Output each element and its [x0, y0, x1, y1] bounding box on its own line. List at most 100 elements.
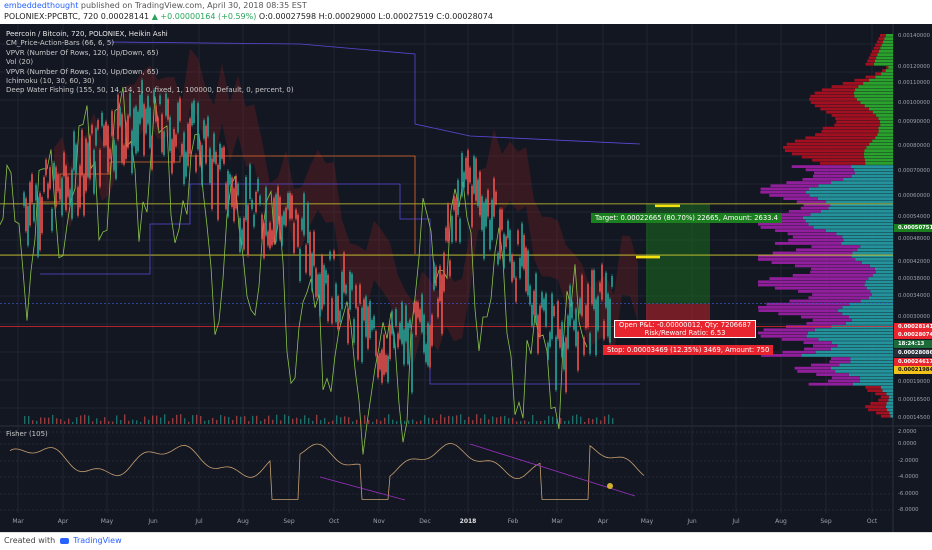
volume-profile-bar-down — [808, 296, 869, 300]
volume-profile-bar-up — [808, 222, 893, 226]
price-candle — [329, 251, 331, 260]
legend-indicator[interactable]: Ichimoku (10, 30, 60, 30) — [6, 77, 95, 86]
volume-profile-bar-down — [791, 165, 852, 168]
legend-indicator[interactable]: Vol (20) — [6, 58, 34, 67]
volume-bar — [460, 414, 462, 424]
price-axis-label: 0.00120000 — [898, 64, 931, 70]
volume-bar — [60, 419, 62, 424]
price-candle — [313, 231, 315, 266]
volume-bar — [260, 420, 262, 424]
price-candle — [295, 209, 297, 219]
price-candle — [349, 271, 351, 310]
legend-title: Peercoin / Bitcoin, 720, POLONIEX, Heiki… — [6, 30, 168, 38]
price-candle — [101, 112, 103, 126]
price-candle — [473, 156, 475, 194]
price-candle — [163, 131, 165, 156]
legend-indicator[interactable]: CM_Price-Action-Bars (66, 6, 5) — [6, 39, 115, 48]
price-candle — [611, 276, 613, 287]
ichimoku-upper-line — [109, 41, 641, 145]
volume-profile-bar-down — [792, 235, 843, 239]
price-candle — [595, 299, 597, 356]
price-candle — [237, 183, 239, 196]
price-candle — [515, 277, 517, 302]
price-candle — [323, 265, 325, 305]
price-candle — [197, 103, 199, 150]
time-axis-label: Aug — [237, 518, 249, 525]
volume-profile-bar-down — [854, 78, 870, 82]
volume-bar — [476, 414, 478, 424]
volume-profile-bar-down — [788, 238, 844, 242]
stop-label[interactable]: Stop: 0.00003469 (12.35%) 3469, Amount: … — [603, 345, 774, 355]
volume-profile-bar-up — [863, 152, 893, 156]
volume-bar — [156, 415, 158, 424]
legend-indicator[interactable]: VPVR (Number Of Rows, 120, Up/Down, 65) — [6, 48, 159, 57]
volume-profile-bar-up — [864, 283, 893, 287]
volume-profile-bar-down — [792, 274, 873, 277]
volume-bar — [180, 414, 182, 424]
volume-bar — [256, 415, 258, 424]
price-candle — [297, 214, 299, 247]
volume-bar — [480, 418, 482, 424]
price-candle — [307, 203, 309, 243]
author-link[interactable]: embeddedthought — [4, 1, 79, 10]
price-axis-label: 0.00048000 — [898, 236, 931, 242]
price-candle — [193, 100, 195, 124]
volume-profile-bar-down — [880, 414, 891, 418]
price-candle — [221, 148, 223, 159]
volume-bar — [428, 417, 430, 424]
volume-bar — [96, 418, 98, 424]
volume-bar — [448, 415, 450, 424]
legend-indicator[interactable]: Deep Water Fishing (155, 50, 14, 14, 1, … — [6, 86, 294, 95]
volume-profile-bar-up — [888, 398, 893, 402]
price-axis-label: 18:24:13 — [894, 340, 932, 348]
volume-profile-bar-down — [822, 126, 879, 130]
volume-bar — [104, 417, 106, 424]
price-candle — [499, 209, 501, 259]
volume-profile-bar-down — [781, 338, 819, 341]
open-pnl-label[interactable]: Open P&L: -0.00000012, Qty: 7206687 Risk… — [614, 320, 757, 338]
volume-bar — [160, 417, 162, 424]
volume-profile-bar-down — [868, 56, 877, 60]
price-candle — [149, 107, 151, 148]
price-candle — [265, 187, 267, 236]
legend-indicator[interactable]: VPVR (Number Of Rows, 120, Up/Down, 65) — [6, 67, 159, 76]
price-candle — [479, 171, 481, 216]
fisher-axis-label: -8.0000 — [898, 507, 919, 513]
price-candle — [63, 152, 65, 176]
price-candle — [29, 182, 31, 226]
volume-profile-bar-up — [841, 242, 893, 245]
volume-profile-bar-up — [860, 101, 893, 104]
fisher-signal-dot — [607, 483, 613, 489]
volume-profile-bar-up — [886, 392, 893, 396]
volume-bar — [288, 415, 290, 424]
price-candle — [579, 298, 581, 314]
volume-profile-bar-up — [878, 117, 893, 120]
price-candle — [311, 253, 313, 291]
volume-profile-bar-up — [850, 357, 893, 360]
volume-bar — [324, 418, 326, 424]
price-chart-canvas[interactable] — [0, 24, 932, 532]
volume-profile-bar-up — [854, 171, 893, 175]
volume-profile-bar-down — [812, 158, 865, 162]
price-candle — [93, 150, 95, 194]
target-label[interactable]: Target: 0.00022665 (80.70%) 22665, Amoun… — [591, 213, 782, 223]
price-candle — [191, 103, 193, 126]
price-candle — [67, 176, 69, 197]
price-candle — [129, 93, 131, 117]
volume-profile-bar-down — [758, 331, 808, 335]
chart-area[interactable]: Peercoin / Bitcoin, 720, POLONIEX, Heiki… — [0, 24, 932, 532]
tradingview-link[interactable]: TradingView — [73, 536, 122, 545]
volume-profile-bar-down — [769, 194, 810, 197]
volume-profile-bar-down — [805, 168, 854, 172]
volume-profile-bar-up — [839, 363, 893, 367]
time-axis-label: Jul — [732, 518, 740, 525]
volume-profile-bar-up — [825, 229, 893, 232]
price-candle — [183, 132, 185, 185]
symbol-info: POLONIEX:PPCBTC, 720 0.00028141 ▲ +0.000… — [4, 12, 493, 21]
last-price: 0.00028141 — [100, 12, 150, 21]
price-candle — [253, 214, 255, 227]
time-axis-label: Dec — [419, 518, 431, 525]
price-candle — [325, 270, 327, 284]
volume-profile-bar-down — [865, 75, 876, 79]
price-candle — [37, 197, 39, 257]
